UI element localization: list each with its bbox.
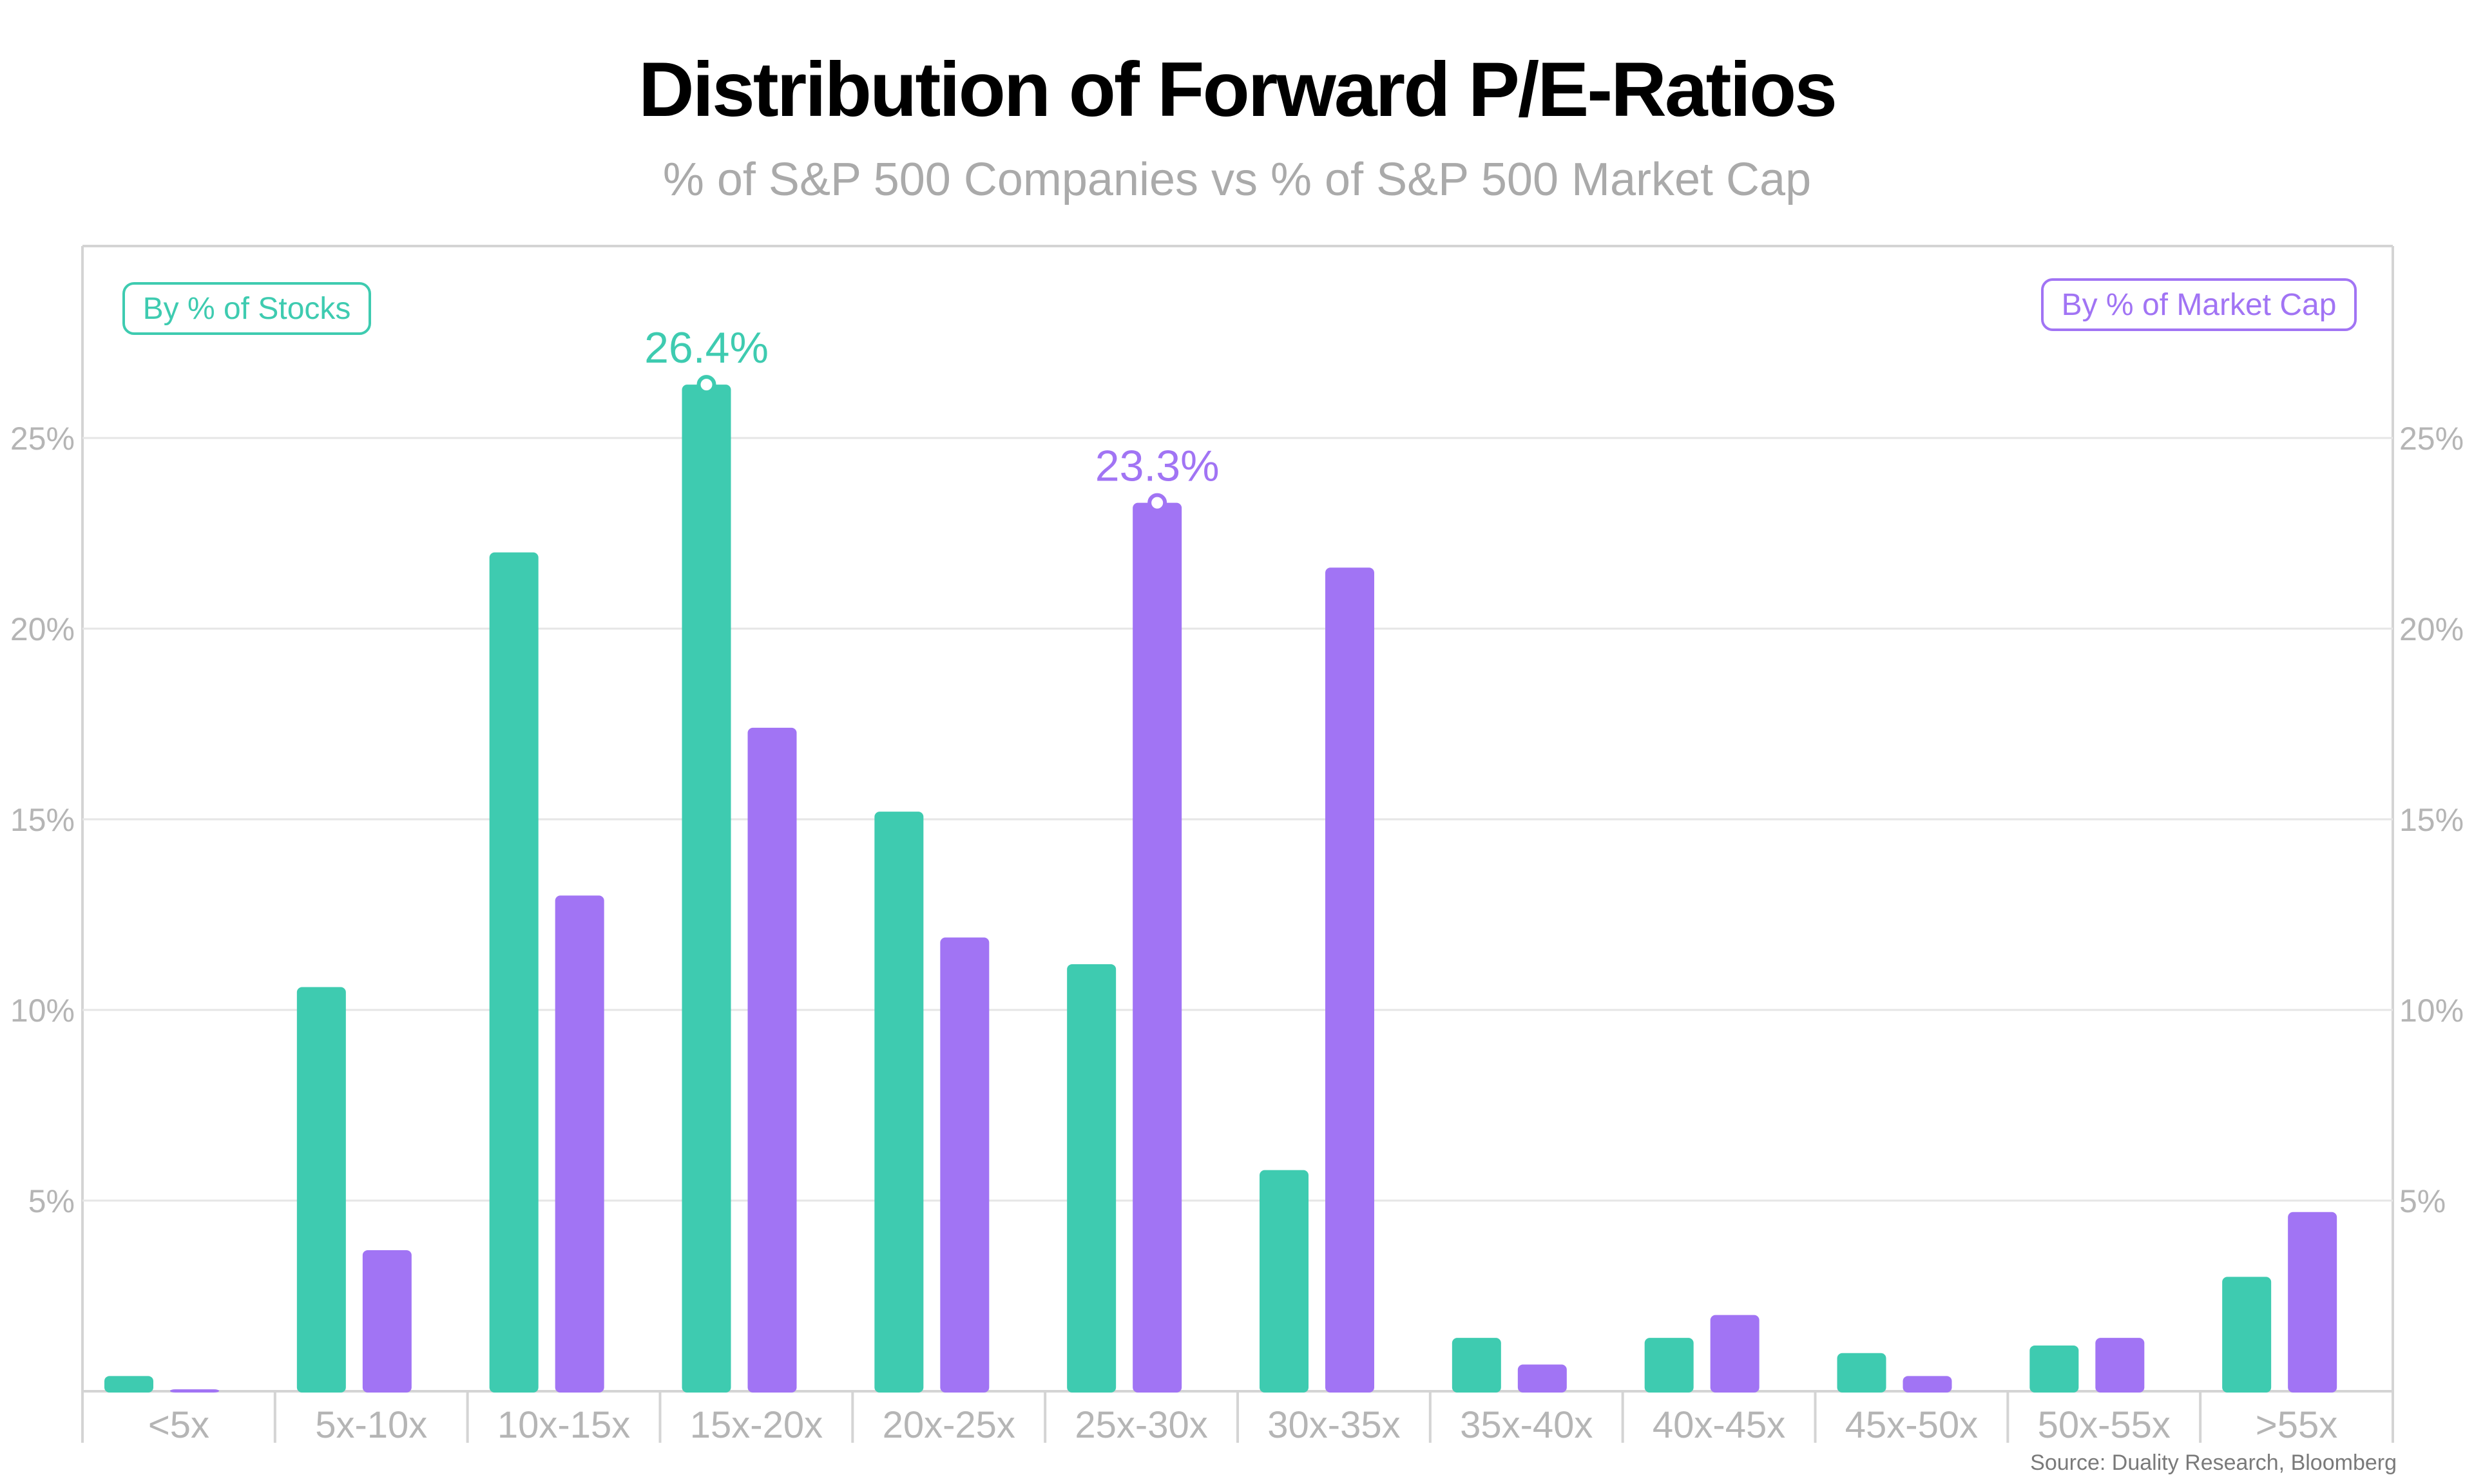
bar-stocks-7 — [1452, 1338, 1501, 1393]
chart-subtitle: % of S&P 500 Companies vs % of S&P 500 M… — [662, 154, 1812, 205]
peak-label-1: 23.3% — [1095, 442, 1220, 491]
bar-stocks-6 — [1260, 1170, 1309, 1393]
bar-stocks-9 — [1837, 1353, 1886, 1393]
bar-market-cap-7 — [1517, 1364, 1567, 1393]
bar-market-cap-11 — [2288, 1212, 2337, 1393]
bar-stocks-3 — [682, 385, 731, 1393]
y-tick-label-right-10: 10% — [2399, 993, 2464, 1029]
chart-title: Distribution of Forward P/E-Ratios — [638, 46, 1837, 133]
bar-stocks-2 — [489, 552, 539, 1393]
y-tick-label-right-25: 25% — [2399, 421, 2464, 457]
y-tick-label-left-20: 20% — [10, 611, 75, 647]
bar-market-cap-9 — [1903, 1376, 1952, 1393]
x-tick-label-9: 45x-50x — [1845, 1404, 1978, 1446]
bar-stocks-10 — [2029, 1345, 2079, 1393]
bar-market-cap-5 — [1133, 502, 1182, 1393]
bar-stocks-11 — [2222, 1277, 2272, 1393]
bar-market-cap-8 — [1710, 1315, 1760, 1393]
x-tick-label-7: 35x-40x — [1460, 1404, 1593, 1446]
peak-marker-0 — [696, 375, 716, 395]
bar-stocks-1 — [296, 987, 346, 1393]
bar-market-cap-1 — [362, 1250, 412, 1393]
x-tick-label-5: 25x-30x — [1075, 1404, 1207, 1446]
x-tick-label-6: 30x-35x — [1267, 1404, 1400, 1446]
y-tick-label-right-15: 15% — [2399, 802, 2464, 838]
x-tick-label-8: 40x-45x — [1653, 1404, 1785, 1446]
peak-label-0: 26.4% — [644, 323, 769, 372]
bar-market-cap-6 — [1325, 567, 1374, 1393]
x-tick-label-4: 20x-25x — [883, 1404, 1015, 1446]
x-tick-label-3: 15x-20x — [690, 1404, 823, 1446]
bar-stocks-4 — [874, 812, 924, 1393]
peak-marker-1 — [1147, 493, 1167, 513]
bar-market-cap-2 — [555, 895, 604, 1393]
bar-market-cap-3 — [747, 727, 797, 1393]
bar-stocks-0 — [104, 1376, 153, 1393]
y-tick-label-left-25: 25% — [10, 421, 75, 457]
bar-stocks-8 — [1644, 1338, 1694, 1393]
y-tick-label-left-10: 10% — [10, 993, 75, 1029]
bar-market-cap-4 — [940, 937, 990, 1393]
y-tick-label-left-5: 5% — [28, 1183, 75, 1219]
legend-stocks: By % of Stocks — [122, 282, 371, 335]
source-note: Source: Duality Research, Bloomberg — [2030, 1451, 2397, 1475]
bar-stocks-5 — [1067, 964, 1117, 1393]
legend-market-cap: By % of Market Cap — [2041, 278, 2357, 331]
y-tick-label-left-15: 15% — [10, 802, 75, 838]
x-tick-label-11: >55x — [2256, 1404, 2337, 1446]
y-tick-label-right-20: 20% — [2399, 611, 2464, 647]
x-tick-label-2: 10x-15x — [497, 1404, 630, 1446]
bar-market-cap-10 — [2095, 1338, 2145, 1393]
y-tick-label-right-5: 5% — [2399, 1183, 2446, 1219]
x-tick-label-0: <5x — [148, 1404, 209, 1446]
x-tick-label-1: 5x-10x — [315, 1404, 427, 1446]
x-tick-label-10: 50x-55x — [2038, 1404, 2171, 1446]
bar-market-cap-0 — [170, 1389, 219, 1393]
